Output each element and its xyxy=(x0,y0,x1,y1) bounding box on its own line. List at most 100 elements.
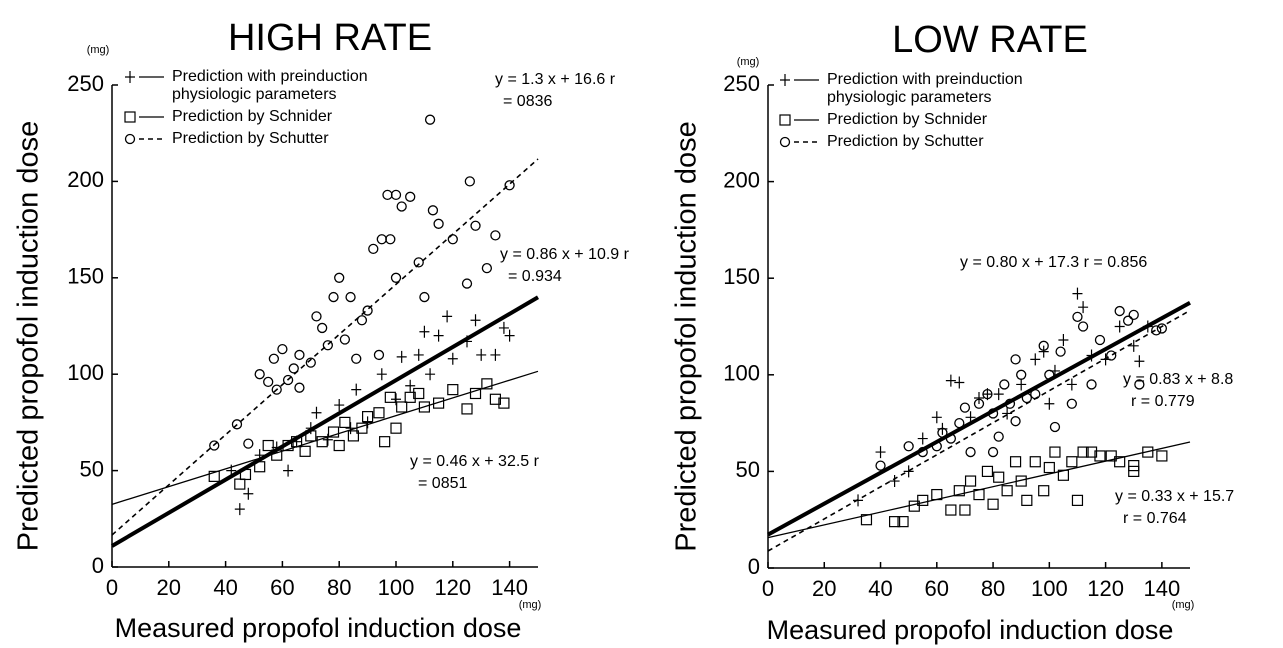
point xyxy=(294,382,305,393)
point xyxy=(469,387,482,400)
x-tick-label: 100 xyxy=(1031,576,1068,601)
point xyxy=(1044,369,1055,380)
x-tick-label: 120 xyxy=(1087,576,1124,601)
point xyxy=(379,436,391,448)
point xyxy=(1038,340,1049,351)
point xyxy=(897,516,909,528)
point xyxy=(875,460,886,471)
point xyxy=(1105,450,1117,462)
point xyxy=(339,334,351,345)
point xyxy=(288,363,299,374)
point xyxy=(1016,378,1027,391)
x-tick-label: 20 xyxy=(812,576,836,601)
x-unit: (mg) xyxy=(519,599,542,611)
point xyxy=(917,446,928,458)
point xyxy=(1001,485,1013,497)
y-tick-label: 50 xyxy=(736,457,760,482)
fit-equation: y = 0.46 x + 32.5 r xyxy=(410,453,540,470)
point xyxy=(208,470,220,482)
point xyxy=(1066,398,1077,409)
point xyxy=(1010,416,1021,427)
fit-equation: = 0.934 xyxy=(508,268,562,285)
point xyxy=(987,498,999,510)
point xyxy=(124,133,136,145)
point xyxy=(490,348,501,361)
x-tick-label: 80 xyxy=(327,575,351,600)
legend-label: Prediction by Schutter xyxy=(827,133,984,150)
point xyxy=(888,516,901,528)
point xyxy=(362,305,373,316)
point xyxy=(779,114,791,126)
point xyxy=(447,352,458,365)
point xyxy=(954,417,965,429)
point xyxy=(903,441,914,452)
point xyxy=(345,291,356,303)
point xyxy=(1151,325,1162,336)
point xyxy=(498,321,509,334)
point xyxy=(243,438,254,449)
x-tick-label: 60 xyxy=(270,575,294,600)
point xyxy=(1106,350,1117,361)
legend-label: Prediction by Schnider xyxy=(827,111,988,128)
point xyxy=(385,234,396,245)
point xyxy=(779,136,791,148)
point xyxy=(903,465,914,478)
point xyxy=(305,357,316,368)
point xyxy=(271,449,283,461)
point xyxy=(1049,421,1061,433)
point xyxy=(356,315,368,326)
point xyxy=(347,430,359,442)
point xyxy=(1128,309,1139,321)
point xyxy=(489,393,501,405)
point xyxy=(1009,456,1022,468)
legend-label: Prediction by Schnider xyxy=(172,108,333,125)
point xyxy=(1066,378,1077,391)
point xyxy=(254,461,266,473)
point xyxy=(875,446,886,459)
y-axis-label: Predicted propofol induction dose xyxy=(13,121,45,551)
fit-equation: = 0851 xyxy=(418,475,467,492)
fit-equation: y = 0.33 x + 15.7 xyxy=(1115,488,1234,505)
point xyxy=(262,439,274,452)
y-unit: (mg) xyxy=(737,56,760,68)
point xyxy=(405,191,416,202)
point xyxy=(413,387,425,400)
x-tick-label: 0 xyxy=(106,575,118,600)
fit-line xyxy=(110,295,540,548)
point xyxy=(1030,388,1041,400)
x-axis-label: Measured propofol induction dose xyxy=(767,615,1174,645)
point xyxy=(945,374,956,387)
point xyxy=(1071,494,1084,506)
point xyxy=(373,407,385,419)
point xyxy=(470,220,481,231)
point xyxy=(396,350,407,363)
y-tick-label: 200 xyxy=(67,167,104,192)
fit-equation: r = 0.779 xyxy=(1131,393,1195,410)
point xyxy=(263,376,274,388)
point xyxy=(1128,339,1139,352)
fit-equation: = 0836 xyxy=(503,93,552,110)
x-unit: (mg) xyxy=(1172,599,1195,611)
x-tick-label: 80 xyxy=(981,576,1005,601)
fit-line xyxy=(111,370,539,505)
point xyxy=(1043,461,1055,474)
point xyxy=(305,430,317,442)
point xyxy=(317,322,328,334)
point xyxy=(311,406,322,419)
point xyxy=(1010,354,1021,365)
x-tick-label: 0 xyxy=(762,576,774,601)
point xyxy=(931,441,942,452)
point xyxy=(390,189,402,201)
point xyxy=(981,465,994,477)
point xyxy=(384,391,396,403)
fit-line xyxy=(767,300,1191,537)
y-unit: (mg) xyxy=(87,44,110,56)
point xyxy=(1016,369,1027,380)
point xyxy=(481,263,493,274)
point xyxy=(124,111,136,123)
fit-equation: y = 0.86 x + 10.9 r xyxy=(500,246,630,263)
point xyxy=(1066,456,1078,468)
point xyxy=(294,349,305,361)
chart-title: HIGH RATE xyxy=(228,17,432,59)
